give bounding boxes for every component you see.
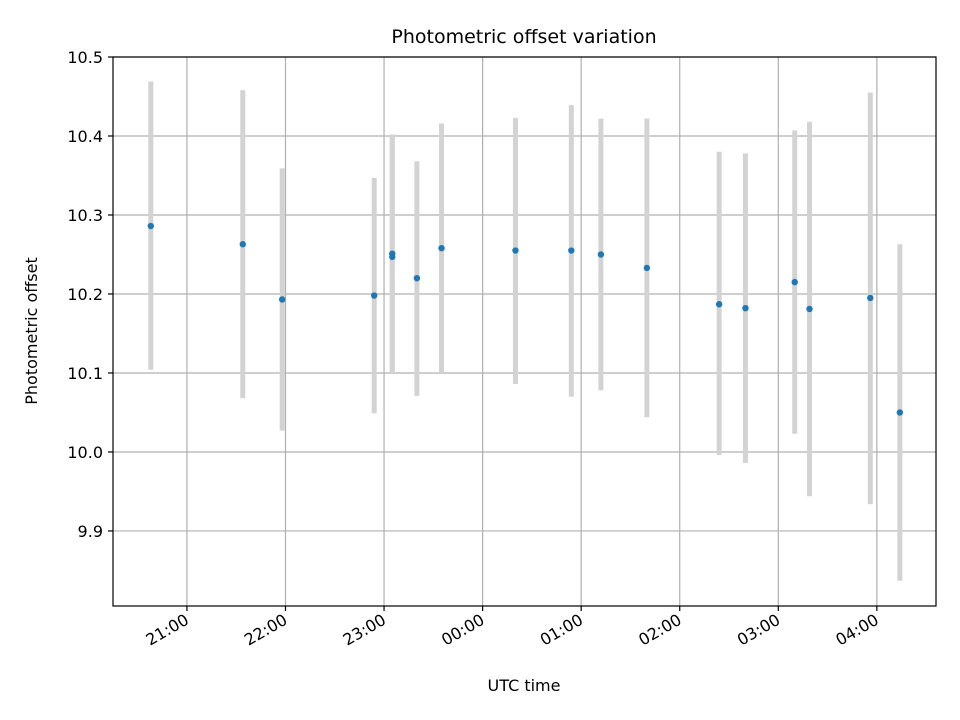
y-axis: 9.9 10.0 10.1 10.2 10.3 10.4 10.5 xyxy=(67,48,113,541)
y-tick-label: 10.2 xyxy=(67,285,103,304)
data-point xyxy=(239,241,246,248)
y-tick-label: 10.5 xyxy=(67,48,103,67)
data-point xyxy=(413,274,421,282)
y-tick-label: 9.9 xyxy=(78,522,103,541)
plot-frame xyxy=(112,56,937,607)
data-point xyxy=(568,247,575,254)
y-tick-label: 10.0 xyxy=(67,443,103,462)
chart-title: Photometric offset variation xyxy=(391,26,656,48)
data-point xyxy=(597,251,605,258)
data-points xyxy=(147,222,904,416)
data-point xyxy=(867,294,874,302)
x-axis-title: UTC time xyxy=(488,676,561,695)
y-tick-label: 10.3 xyxy=(67,206,103,225)
data-point xyxy=(791,278,798,286)
data-point xyxy=(806,305,813,313)
data-point xyxy=(278,296,286,303)
data-point xyxy=(715,301,723,308)
data-point xyxy=(389,253,396,261)
y-tick-label: 10.1 xyxy=(67,364,103,383)
data-point xyxy=(147,222,154,230)
data-point xyxy=(370,292,378,299)
grid xyxy=(113,56,936,606)
data-point xyxy=(438,244,445,252)
data-point xyxy=(742,304,749,312)
data-point xyxy=(643,264,651,272)
data-point xyxy=(512,247,519,254)
y-tick-label: 10.4 xyxy=(67,127,103,146)
y-axis-title: Photometric offset xyxy=(22,257,41,405)
data-point xyxy=(896,409,904,416)
